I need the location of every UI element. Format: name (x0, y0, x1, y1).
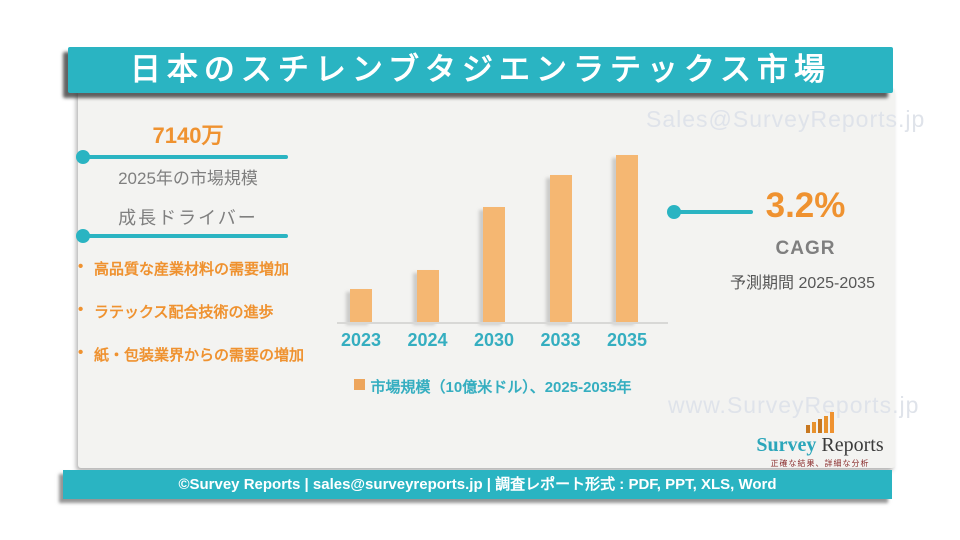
market-size-value: 7140万 (152, 123, 224, 148)
x-tick-2035: 2035 (606, 330, 648, 350)
legend-marker-square (353, 379, 365, 390)
chart-legend: 市場規模（10億米ドル）、2025-2035年 (320, 376, 665, 397)
bar-2024 (416, 270, 439, 322)
legend-label: 市場規模（10億米ドル）、2025-2035年 (370, 379, 632, 396)
logo-wordmark: Survey Reports (735, 434, 905, 457)
driver-item: ラテックス配合技術の進歩 (74, 301, 344, 322)
pointer-line-drivers (80, 234, 288, 238)
growth-drivers-title: 成長ドライバー (118, 208, 258, 228)
pointer-line-market-size (80, 155, 288, 159)
pointer-line-cagr (671, 210, 753, 214)
logo-word-reports: Reports (821, 434, 884, 456)
page-title: 日本のスチレンブタジエンラテックス市場 (68, 47, 893, 93)
logo-tagline: 正確な結果、詳細な分析 (770, 459, 870, 468)
driver-item: 紙・包装業界からの需要の増加 (74, 344, 344, 365)
logo-word-survey: Survey (756, 434, 817, 456)
bar-slot-2024 (406, 155, 450, 322)
bar-series (339, 155, 649, 322)
bar-slot-2023 (339, 155, 383, 322)
x-tick-2024: 2024 (407, 330, 448, 350)
x-tick-2033: 2033 (540, 330, 581, 350)
market-size-label: 2025年の市場規模 (118, 169, 258, 188)
watermark-top: Sales@SurveyReports.jp (646, 106, 926, 132)
footer-bar: ©Survey Reports | sales@surveyreports.jp… (63, 470, 892, 499)
x-axis-line (337, 322, 668, 324)
bar-2035 (616, 155, 638, 322)
watermark-bottom: www.SurveyReports.jp (668, 392, 920, 418)
cagr-forecast-period: 予測期間 2025-2035 (730, 275, 875, 292)
bar-2030 (483, 207, 505, 322)
bar-2033 (549, 175, 572, 322)
bar-slot-2035 (605, 155, 649, 322)
survey-reports-logo: Survey Reports 正確な結果、詳細な分析 (735, 412, 905, 469)
bar-2023 (350, 289, 372, 322)
bar-chart-icon (806, 412, 834, 433)
bar-slot-2030 (472, 155, 516, 322)
x-tick-2023: 2023 (340, 330, 382, 350)
bar-slot-2033 (539, 155, 583, 322)
growth-drivers-list: 高品質な産業材料の需要増加 ラテックス配合技術の進歩 紙・包装業界からの需要の増… (74, 258, 344, 387)
driver-item: 高品質な産業材料の需要増加 (74, 258, 344, 279)
x-axis-labels: 2023 2024 2030 2033 2035 (339, 330, 649, 351)
cagr-value: 3.2% (765, 186, 846, 225)
market-bar-chart: 2023 2024 2030 2033 2035 (337, 155, 668, 355)
x-tick-2030: 2030 (473, 330, 515, 350)
cagr-label: CAGR (775, 238, 836, 259)
